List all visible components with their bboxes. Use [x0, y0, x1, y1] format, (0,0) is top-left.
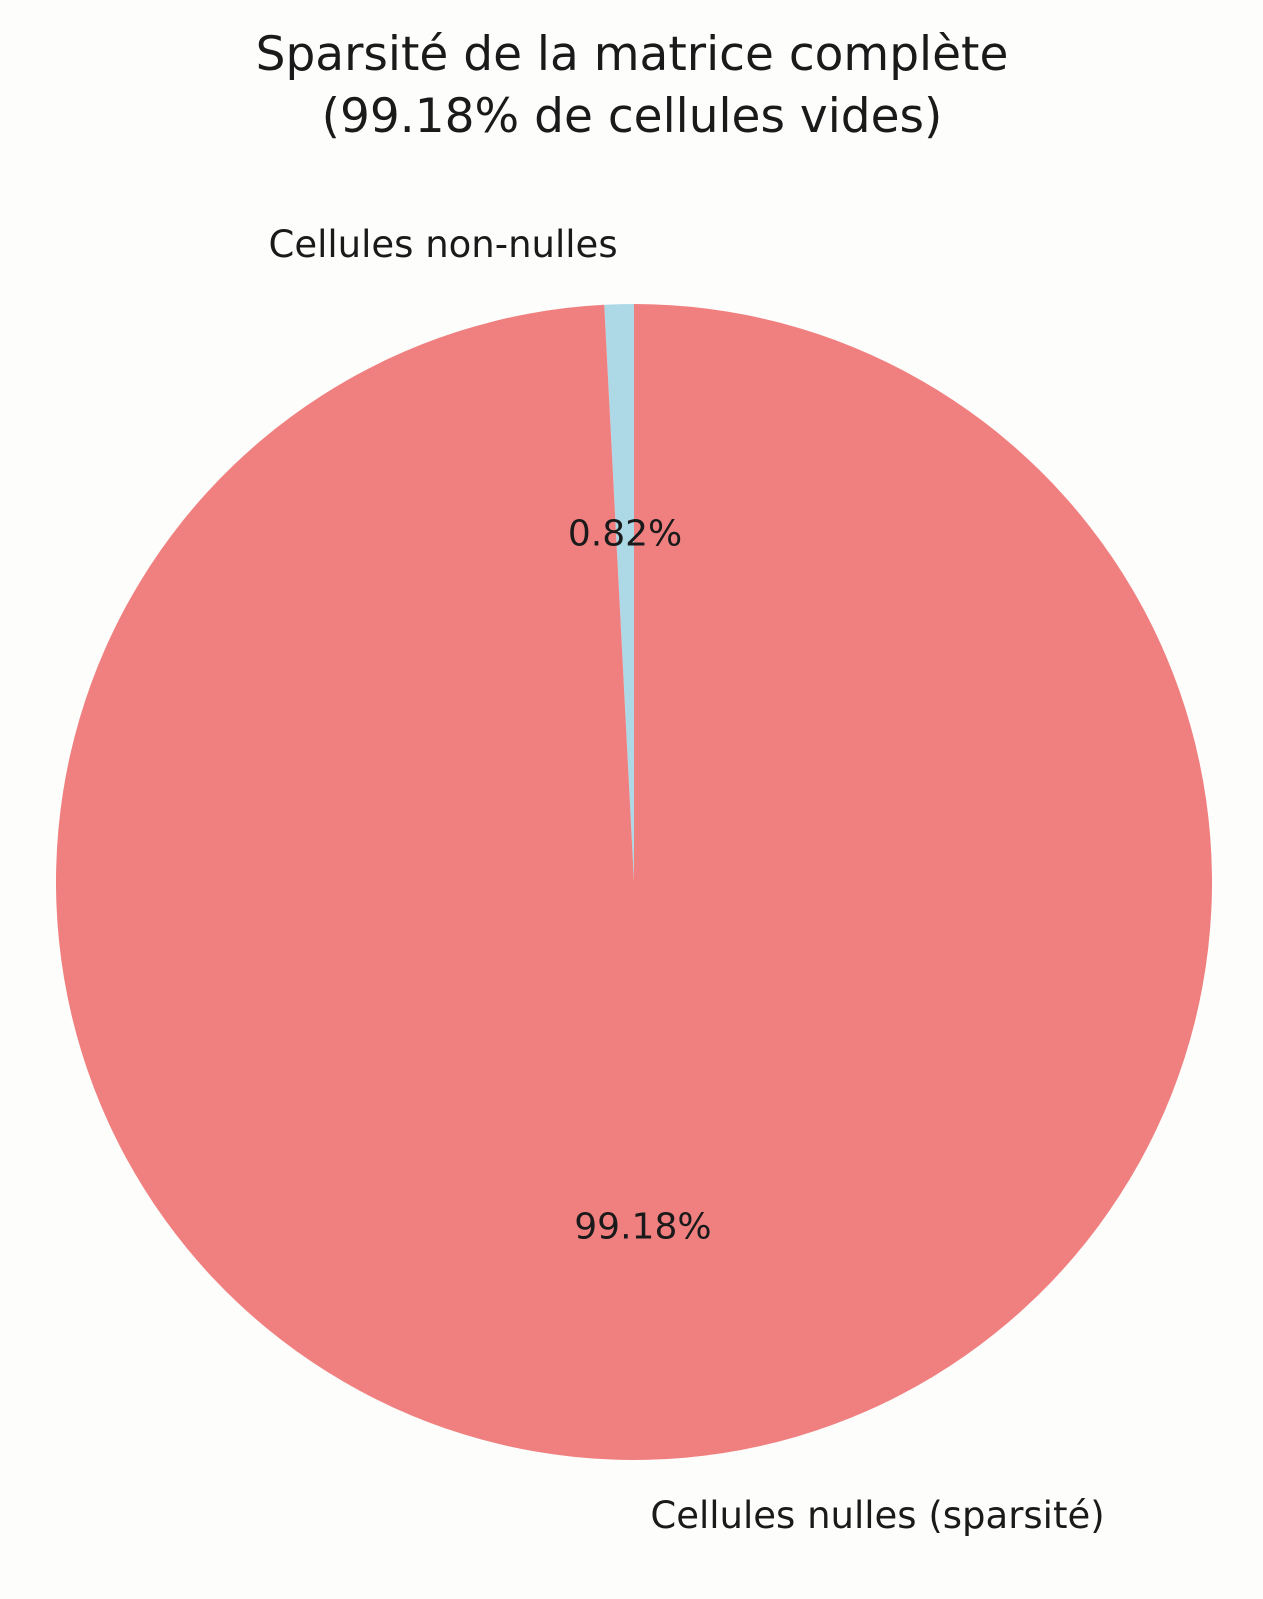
slice-label-0: Cellules non-nulles [269, 223, 618, 266]
pie-slices [56, 304, 1213, 1460]
pie-slice-1 [56, 304, 1213, 1460]
chart-title-line-2: (99.18% de cellules vides) [322, 89, 943, 144]
pie-slice-0 [604, 304, 634, 882]
slice-label-1: Cellules nulles (sparsité) [650, 1494, 1104, 1537]
pie-labels: 0.82% Cellules non-nulles 99.18% Cellules n… [269, 223, 1105, 1537]
slice-percent-label-0: 0.82% [568, 513, 682, 554]
chart-title-line-1: Sparsité de la matrice complète [256, 27, 1009, 82]
slice-percent-label-1: 99.18% [574, 1207, 711, 1248]
